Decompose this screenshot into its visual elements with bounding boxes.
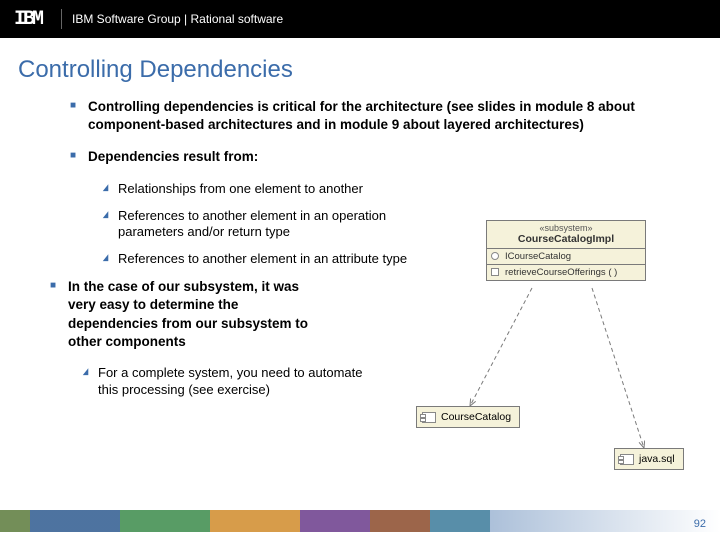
footer-fade — [490, 510, 720, 532]
slide-title: Controlling Dependencies — [0, 38, 720, 98]
footer: 92 — [0, 510, 720, 540]
header-separator — [61, 9, 62, 29]
sub-bullet-automate: For a complete system, you need to autom… — [82, 365, 382, 399]
sub-bullet-relationships: Relationships from one element to anothe… — [102, 181, 412, 198]
uml-subsystem-box: «subsystem» CourseCatalogImpl ICourseCat… — [486, 220, 646, 281]
component-label-javasql: java.sql — [639, 453, 675, 465]
uml-diagram: «subsystem» CourseCatalogImpl ICourseCat… — [432, 218, 690, 468]
ibm-logo: IBM — [14, 8, 41, 31]
uml-component-javasql: java.sql — [614, 448, 684, 470]
component-label-coursecatalog: CourseCatalog — [441, 411, 511, 423]
sub-list-subsystem: For a complete system, you need to autom… — [82, 365, 382, 399]
sub-list-result-from: Relationships from one element to anothe… — [102, 181, 412, 269]
header-group-text: IBM Software Group | Rational software — [72, 12, 283, 26]
bullet-result-from: Dependencies result from: — [70, 148, 680, 166]
uml-component-coursecatalog: CourseCatalog — [416, 406, 520, 428]
uml-interface-row: ICourseCatalog — [487, 249, 645, 264]
uml-subsystem-name: CourseCatalogImpl — [487, 233, 645, 248]
sub-bullet-operation-refs: References to another element in an oper… — [102, 208, 412, 242]
page-number: 92 — [694, 518, 706, 530]
uml-stereotype: «subsystem» — [487, 221, 645, 233]
sub-bullet-attribute-refs: References to another element in an attr… — [102, 251, 412, 268]
bullet-subsystem-case: In the case of our subsystem, it was ver… — [50, 278, 310, 351]
bullet-critical: Controlling dependencies is critical for… — [70, 98, 680, 134]
uml-operation-row: retrieveCourseOfferings ( ) — [487, 265, 645, 280]
header-bar: IBM IBM Software Group | Rational softwa… — [0, 0, 720, 38]
footer-band-graphic — [0, 510, 490, 532]
